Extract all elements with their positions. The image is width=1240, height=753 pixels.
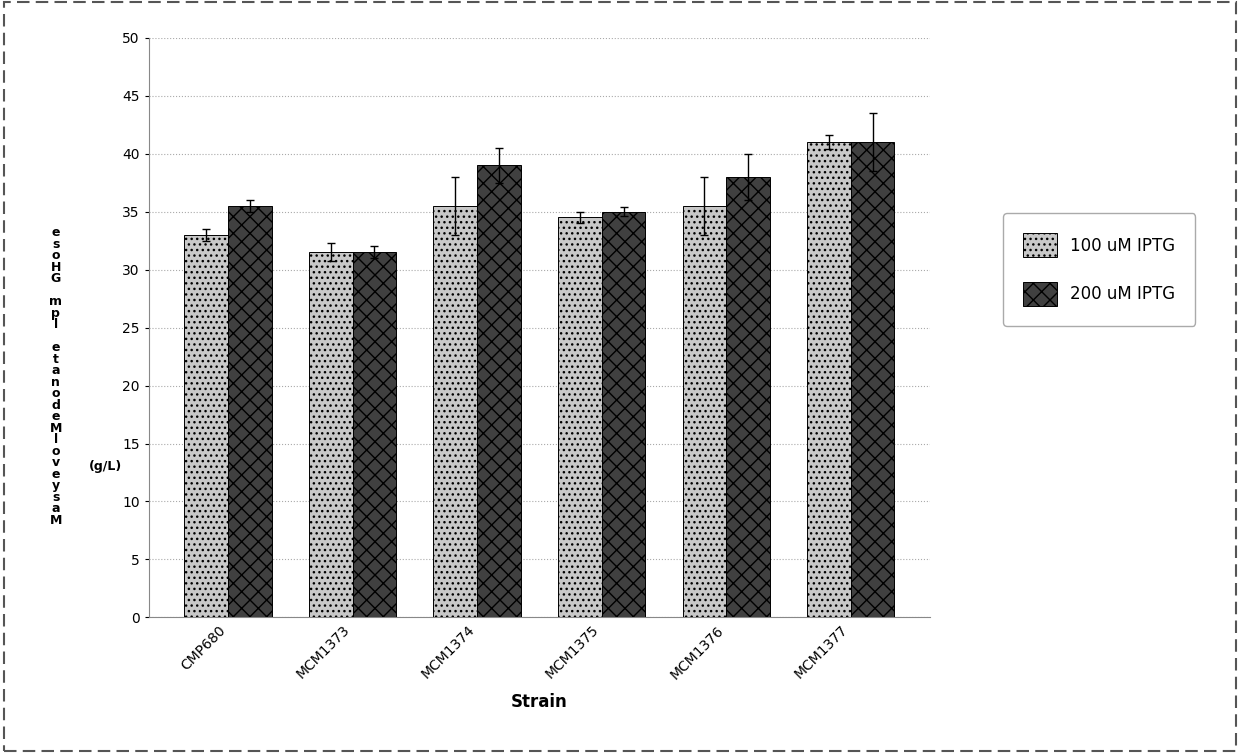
Bar [601,212,645,617]
Bar [683,206,727,617]
Legend: 100 uM IPTG, 200 uM IPTG: 100 uM IPTG, 200 uM IPTG [1003,214,1195,325]
X-axis label: Strain: Strain [511,693,568,711]
Bar [309,252,352,617]
Bar [185,235,228,617]
Bar [558,218,601,617]
Bar [228,206,272,617]
Text: e
s
o
H
G
 
m
p
l
 
e
t
a
n
o
d
e
M
l
o
v
e
y
s
a
M: e s o H G m p l e t a n o d e M l o v e … [50,226,62,527]
Bar [352,252,396,617]
Bar [727,177,770,617]
Bar [477,165,521,617]
Bar [851,142,894,617]
Bar [434,206,477,617]
Bar [807,142,851,617]
Text: (g/L): (g/L) [89,460,122,474]
